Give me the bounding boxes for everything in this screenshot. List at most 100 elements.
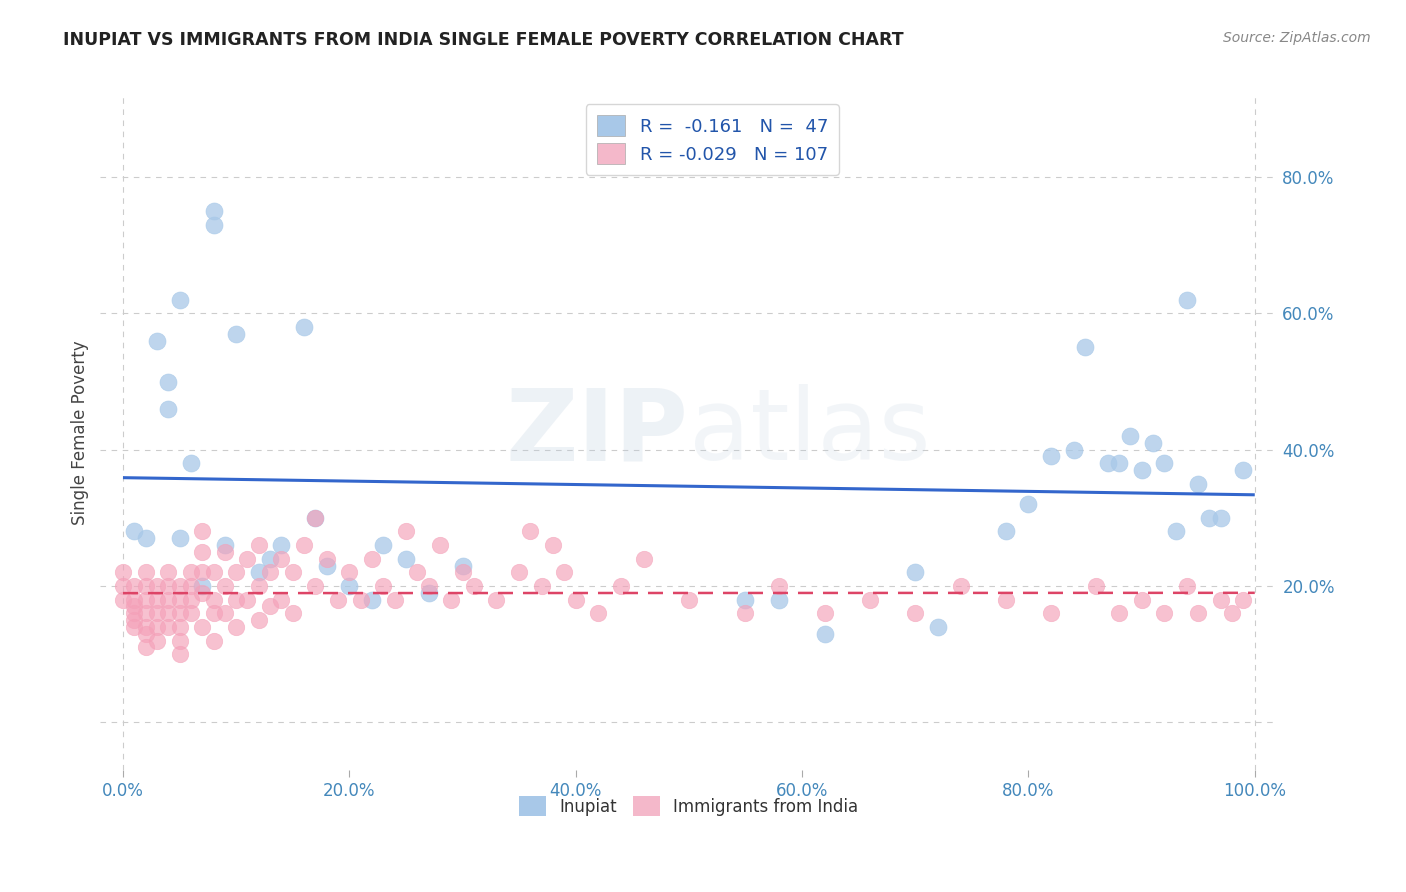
Point [169, 579, 191, 593]
Point [214, 606, 236, 620]
Point [281, 606, 304, 620]
Point [270, 592, 292, 607]
Point [157, 592, 180, 607]
Point [406, 566, 429, 580]
Point [292, 538, 315, 552]
Point [146, 579, 169, 593]
Point [1209, 592, 1232, 607]
Point [135, 640, 157, 655]
Point [169, 647, 191, 661]
Point [292, 320, 315, 334]
Point [146, 606, 169, 620]
Point [180, 592, 202, 607]
Point [157, 579, 180, 593]
Point [146, 334, 169, 348]
Point [373, 579, 395, 593]
Point [610, 579, 633, 593]
Point [169, 633, 191, 648]
Point [1097, 456, 1119, 470]
Point [124, 606, 146, 620]
Point [1040, 606, 1063, 620]
Point [169, 531, 191, 545]
Point [236, 551, 259, 566]
Point [451, 558, 474, 573]
Point [124, 592, 146, 607]
Point [191, 524, 214, 539]
Point [1108, 456, 1130, 470]
Point [124, 599, 146, 614]
Point [564, 592, 586, 607]
Point [904, 566, 927, 580]
Point [1220, 606, 1243, 620]
Point [814, 626, 837, 640]
Point [1130, 463, 1153, 477]
Point [350, 592, 373, 607]
Point [1040, 450, 1063, 464]
Y-axis label: Single Female Poverty: Single Female Poverty [72, 341, 89, 525]
Point [1142, 435, 1164, 450]
Point [768, 579, 790, 593]
Point [1130, 592, 1153, 607]
Point [1017, 497, 1039, 511]
Point [135, 606, 157, 620]
Point [157, 606, 180, 620]
Point [124, 524, 146, 539]
Point [949, 579, 972, 593]
Point [135, 620, 157, 634]
Point [994, 592, 1017, 607]
Point [191, 586, 214, 600]
Point [270, 551, 292, 566]
Point [135, 531, 157, 545]
Point [541, 538, 564, 552]
Point [202, 218, 225, 232]
Point [361, 551, 384, 566]
Point [553, 566, 575, 580]
Text: Source: ZipAtlas.com: Source: ZipAtlas.com [1223, 31, 1371, 45]
Text: INUPIAT VS IMMIGRANTS FROM INDIA SINGLE FEMALE POVERTY CORRELATION CHART: INUPIAT VS IMMIGRANTS FROM INDIA SINGLE … [63, 31, 904, 49]
Point [337, 579, 360, 593]
Point [304, 511, 326, 525]
Point [247, 613, 270, 627]
Point [859, 592, 882, 607]
Point [304, 579, 326, 593]
Point [768, 592, 790, 607]
Point [247, 566, 270, 580]
Point [202, 566, 225, 580]
Point [1187, 476, 1209, 491]
Point [180, 606, 202, 620]
Point [588, 606, 610, 620]
Point [1164, 524, 1187, 539]
Point [157, 401, 180, 416]
Point [202, 633, 225, 648]
Point [994, 524, 1017, 539]
Point [169, 620, 191, 634]
Point [111, 592, 134, 607]
Point [678, 592, 700, 607]
Point [146, 592, 169, 607]
Point [395, 524, 418, 539]
Point [259, 566, 281, 580]
Point [451, 566, 474, 580]
Legend: Inupiat, Immigrants from India: Inupiat, Immigrants from India [513, 789, 865, 822]
Point [191, 545, 214, 559]
Point [259, 551, 281, 566]
Point [418, 586, 440, 600]
Point [191, 566, 214, 580]
Point [361, 592, 384, 607]
Point [315, 558, 337, 573]
Point [508, 566, 530, 580]
Point [418, 579, 440, 593]
Point [191, 579, 214, 593]
Point [519, 524, 541, 539]
Point [1108, 606, 1130, 620]
Point [1085, 579, 1108, 593]
Point [247, 579, 270, 593]
Point [395, 551, 418, 566]
Point [202, 606, 225, 620]
Point [1153, 606, 1175, 620]
Point [157, 375, 180, 389]
Point [304, 511, 326, 525]
Point [259, 599, 281, 614]
Point [270, 538, 292, 552]
Point [135, 566, 157, 580]
